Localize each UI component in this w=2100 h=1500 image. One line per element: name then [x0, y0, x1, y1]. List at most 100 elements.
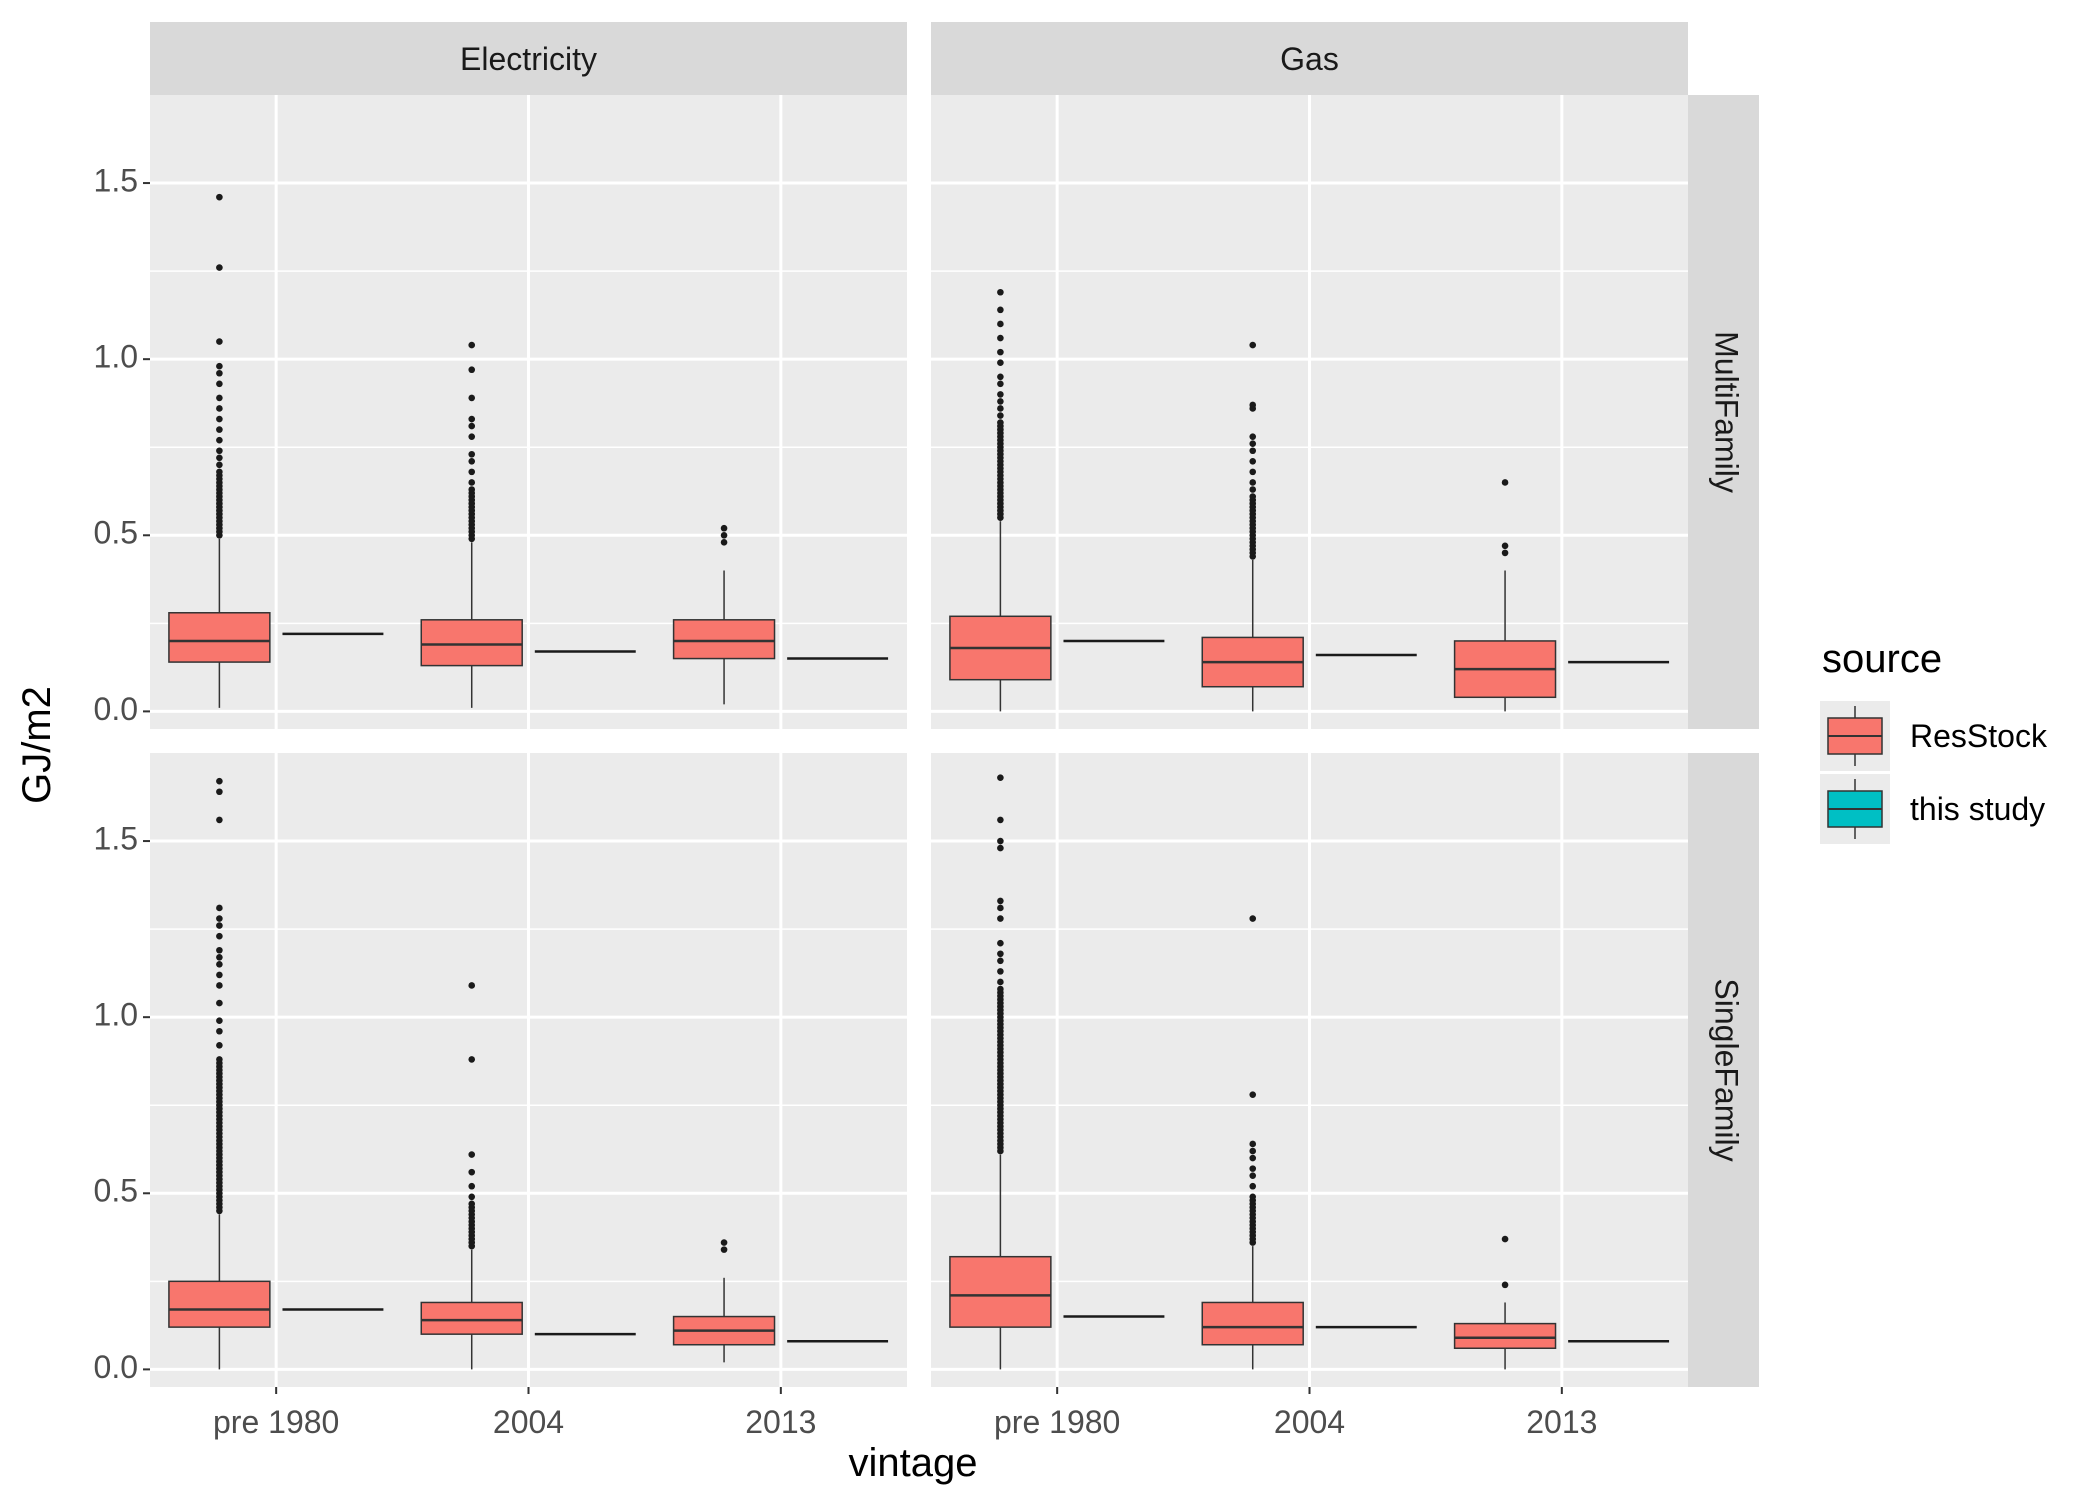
resstock-box-2013 — [672, 524, 776, 705]
y-tick-label: 0.5 — [94, 1173, 138, 1209]
resstock-box-2004 — [420, 982, 523, 1370]
resstock-box-2013 — [672, 1239, 776, 1363]
outlier-point — [468, 341, 476, 349]
outlier-point — [997, 398, 1004, 405]
outlier-point — [1249, 341, 1257, 349]
outlier-point — [468, 1151, 476, 1158]
box — [1453, 1322, 1557, 1350]
outlier-point — [1249, 447, 1257, 455]
outlier-point — [720, 1246, 728, 1253]
outlier-point — [997, 957, 1004, 965]
outlier-point — [468, 1182, 476, 1190]
facet-strip-label-electricity: Electricity — [460, 41, 597, 77]
outlier-point — [468, 479, 476, 486]
outlier-point — [1249, 440, 1257, 448]
outlier-point — [216, 915, 223, 922]
facet-strip-gas — [931, 22, 1688, 95]
facet-strip-label-singlefamily: SingleFamily — [1709, 978, 1745, 1161]
outlier-point — [997, 288, 1004, 296]
outlier-point — [997, 320, 1004, 328]
legend-title: source — [1822, 637, 1942, 681]
panel-gas-singlefamily — [931, 753, 1688, 1387]
outlier-point — [216, 468, 223, 476]
outlier-point — [216, 447, 223, 455]
resstock-box-2013 — [1453, 1235, 1557, 1370]
outlier-point — [216, 264, 223, 271]
legend-label-this-study: this study — [1910, 791, 2045, 827]
facet-strip-singlefamily — [1688, 753, 1759, 1387]
outlier-point — [216, 999, 223, 1007]
outlier-point — [997, 816, 1004, 824]
resstock-box-pre-1980 — [168, 777, 271, 1370]
outlier-point — [997, 359, 1004, 366]
outlier-point — [216, 953, 223, 961]
outlier-point — [1249, 1172, 1257, 1179]
outlier-point — [720, 539, 728, 546]
outlier-point — [1249, 479, 1257, 486]
panels-layer — [150, 95, 1688, 1387]
box — [168, 1280, 271, 1328]
y-axis-title: GJ/m2 — [15, 686, 59, 804]
outlier-point — [216, 946, 223, 954]
outlier-point — [997, 968, 1004, 975]
outlier-point — [216, 788, 223, 796]
outlier-point — [216, 415, 223, 423]
outlier-point — [1249, 1154, 1257, 1162]
outlier-point — [216, 1017, 223, 1024]
outlier-point — [216, 394, 223, 402]
resstock-box-2004 — [1201, 915, 1304, 1370]
outlier-point — [468, 458, 476, 465]
outlier-point — [216, 1027, 223, 1035]
legend: source ResStock this study — [1820, 637, 2048, 844]
y-tick-label: 1.0 — [94, 997, 138, 1033]
outlier-point — [1249, 458, 1257, 465]
y-tick-label: 1.5 — [94, 821, 138, 857]
outlier-point — [1249, 493, 1257, 500]
x-tick-label: 2013 — [745, 1404, 816, 1440]
outlier-point — [216, 777, 223, 785]
outlier-point — [1249, 915, 1257, 922]
outlier-point — [1501, 1235, 1509, 1243]
outlier-point — [216, 982, 223, 989]
facet-strip-multifamily — [1688, 95, 1759, 729]
outlier-point — [216, 461, 223, 469]
outlier-point — [997, 985, 1004, 993]
outlier-point — [216, 380, 223, 388]
outlier-point — [468, 415, 476, 423]
outlier-point — [468, 1056, 476, 1063]
outlier-point — [997, 915, 1004, 922]
outlier-point — [216, 338, 223, 345]
outlier-point — [216, 1042, 223, 1049]
outlier-point — [997, 412, 1004, 419]
outlier-point — [468, 450, 476, 458]
y-tick-label: 1.5 — [94, 163, 138, 199]
outlier-point — [997, 939, 1004, 947]
panel-gas-multifamily — [931, 95, 1688, 729]
x-tick-label: 2004 — [493, 1404, 564, 1440]
outlier-point — [216, 971, 223, 979]
outlier-point — [216, 426, 223, 433]
outlier-point — [468, 422, 476, 430]
outlier-point — [997, 904, 1004, 912]
outlier-point — [997, 844, 1004, 852]
outlier-point — [468, 1200, 476, 1208]
outlier-point — [997, 373, 1004, 381]
box — [672, 619, 776, 660]
box — [949, 1255, 1052, 1328]
outlier-point — [1249, 486, 1257, 493]
outlier-point — [216, 816, 223, 824]
outlier-point — [216, 193, 223, 201]
resstock-box-pre-1980 — [949, 774, 1052, 1370]
outlier-point — [468, 1168, 476, 1176]
strips-layer: Electricity Gas MultiFamily SingleFamily — [150, 22, 1759, 1387]
outlier-point — [216, 932, 223, 940]
outlier-point — [997, 306, 1004, 314]
outlier-point — [468, 468, 476, 476]
facet-strip-electricity — [150, 22, 907, 95]
outlier-point — [468, 982, 476, 989]
outlier-point — [216, 436, 223, 444]
y-tick-label: 0.0 — [94, 691, 138, 727]
outlier-point — [468, 486, 476, 493]
outlier-point — [216, 922, 223, 929]
